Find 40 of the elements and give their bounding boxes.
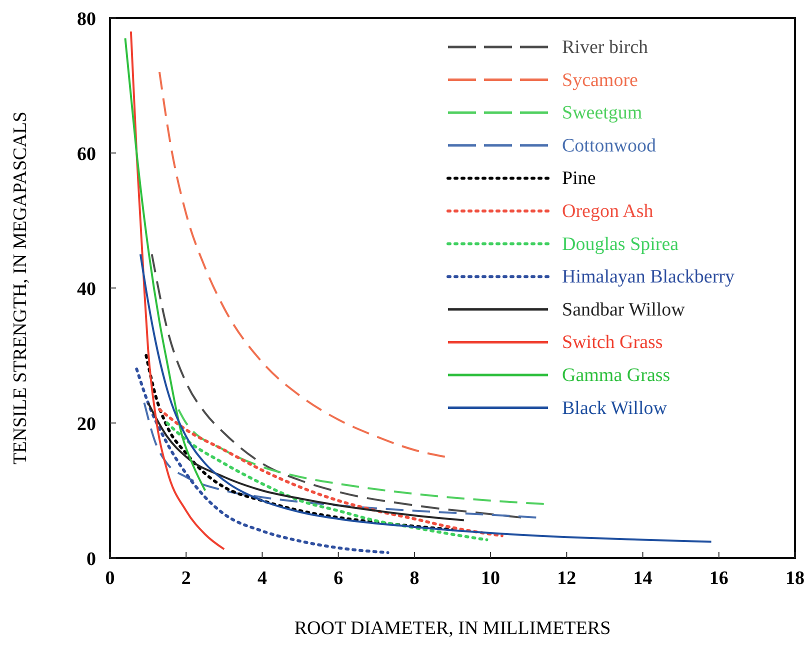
line-series bbox=[158, 408, 504, 538]
text: Cottonwood bbox=[562, 135, 656, 156]
x-tick-label: 8 bbox=[410, 568, 420, 589]
x-tick-label: 14 bbox=[633, 568, 653, 589]
y-tick-label: 0 bbox=[86, 549, 96, 570]
line-series bbox=[178, 408, 545, 505]
line-series bbox=[135, 368, 390, 554]
x-tick-label: 2 bbox=[181, 568, 191, 589]
line-series bbox=[147, 402, 465, 522]
text: Oregon Ash bbox=[562, 201, 654, 222]
x-tick-label: 10 bbox=[481, 568, 500, 589]
x-tick-label: 6 bbox=[334, 568, 344, 589]
text: Douglas Spirea bbox=[562, 234, 680, 255]
line-series bbox=[158, 71, 446, 458]
text: Pine bbox=[562, 168, 596, 190]
y-tick-label: 60 bbox=[77, 144, 96, 165]
line-series bbox=[130, 30, 226, 550]
x-tick-label: 0 bbox=[105, 568, 115, 589]
text: Gamma Grass bbox=[562, 365, 670, 386]
text: Himalayan Blackberry bbox=[562, 266, 736, 288]
text: Black Willow bbox=[562, 398, 668, 419]
x-tick-label: 12 bbox=[557, 568, 576, 589]
text: Sweetgum bbox=[562, 102, 642, 124]
text: Sandbar Willow bbox=[562, 299, 686, 320]
y-tick-label: 40 bbox=[77, 279, 96, 300]
text: Sycamore bbox=[562, 70, 638, 91]
line-series bbox=[124, 37, 206, 492]
line-series bbox=[144, 354, 454, 532]
x-axis-title: ROOT DIAMETER, IN MILLIMETERS bbox=[294, 618, 611, 639]
x-tick-label: 16 bbox=[709, 568, 728, 589]
y-axis-title: TENSILE STRENGTH, IN MEGAPASCALS bbox=[10, 112, 31, 464]
y-tick-label: 20 bbox=[77, 414, 96, 435]
x-tick-label: 18 bbox=[786, 568, 804, 589]
line-series bbox=[150, 253, 522, 518]
x-tick-label: 4 bbox=[257, 568, 268, 589]
line-series bbox=[166, 422, 488, 542]
text: Switch Grass bbox=[562, 332, 663, 354]
text: River birch bbox=[562, 37, 648, 58]
y-tick-label: 80 bbox=[77, 9, 96, 30]
line-series bbox=[143, 402, 538, 518]
